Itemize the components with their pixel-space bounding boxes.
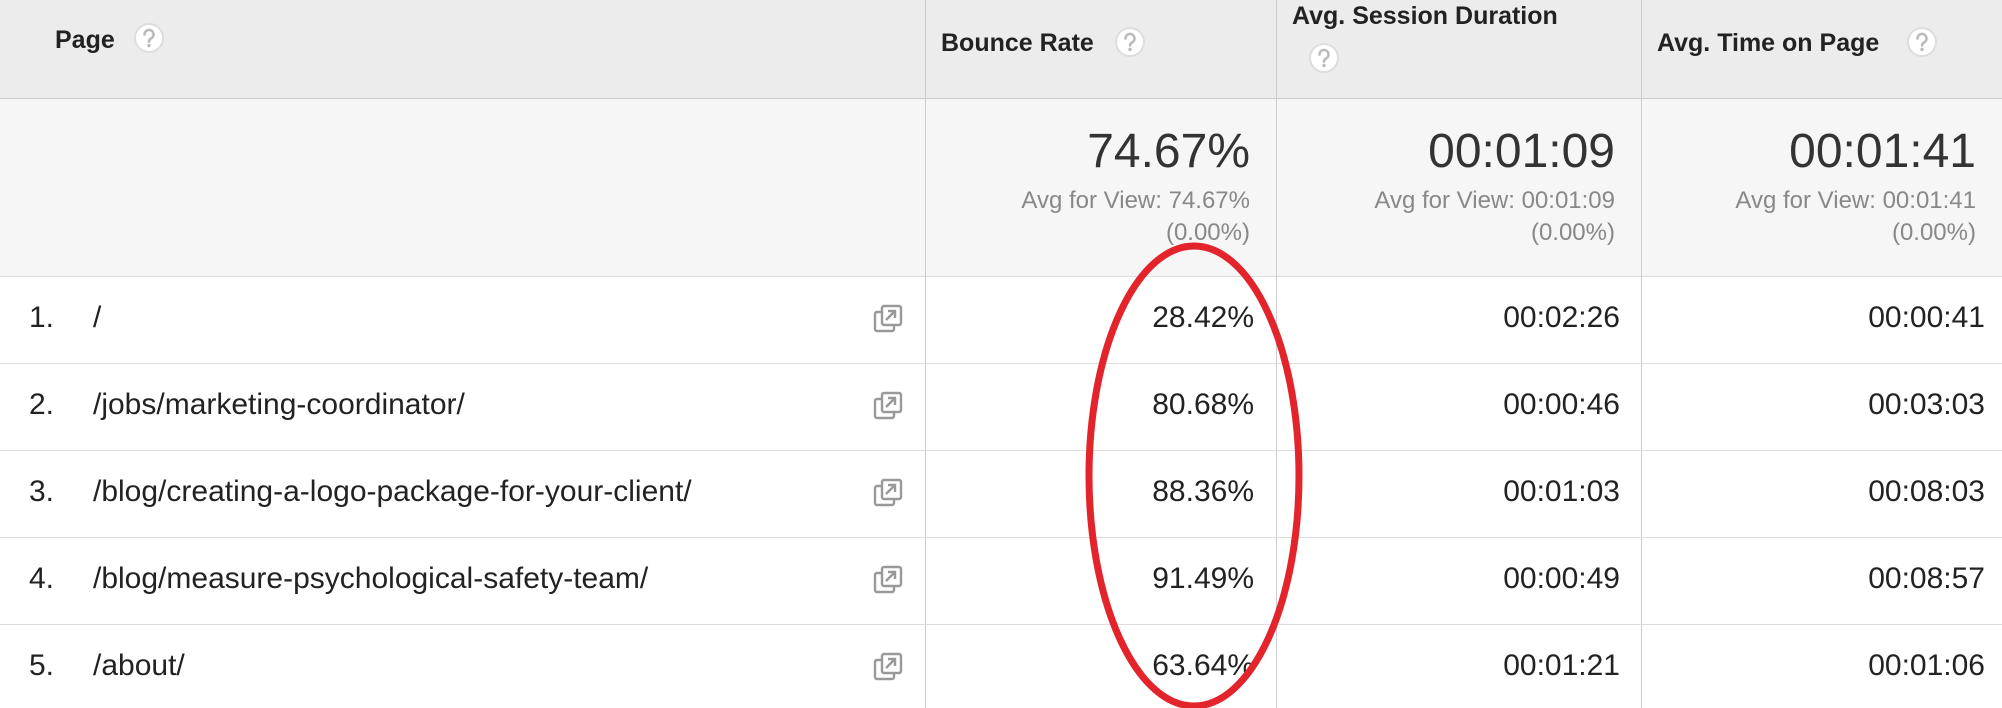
row-page: / <box>93 301 102 334</box>
summary-value: 00:01:09 <box>1428 125 1615 178</box>
row-session-duration: 00:01:21 <box>1503 649 1620 682</box>
summary-value: 00:01:41 <box>1789 125 1976 178</box>
row-page: /blog/measure-psychological-safety-team/ <box>93 562 649 595</box>
header-row <box>0 0 2002 99</box>
summary-change: (0.00%) <box>1165 219 1250 246</box>
open-link-icon[interactable] <box>872 564 904 596</box>
header-page: Page <box>55 26 115 54</box>
summary-row <box>0 99 2002 277</box>
row-rank: 1. <box>29 301 55 334</box>
row-page: /about/ <box>93 649 185 682</box>
help-icon[interactable] <box>1114 26 1146 58</box>
column-divider <box>1276 0 1277 708</box>
help-icon[interactable] <box>1308 42 1340 74</box>
row-rank: 5. <box>29 649 55 682</box>
summary-change: (0.00%) <box>1891 219 1976 246</box>
summary-change: (0.00%) <box>1530 219 1615 246</box>
open-link-icon[interactable] <box>872 390 904 422</box>
row-session-duration: 00:01:03 <box>1503 475 1620 508</box>
row-divider <box>0 363 2002 364</box>
summary-avg: Avg for View: 00:01:41 <box>1735 187 1976 214</box>
header-time-on-page: Avg. Time on Page <box>1657 29 1880 57</box>
open-link-icon[interactable] <box>872 651 904 683</box>
row-divider <box>0 624 2002 625</box>
row-time-on-page: 00:00:41 <box>1868 301 1985 334</box>
row-page: /blog/creating-a-logo-package-for-your-c… <box>93 475 692 508</box>
row-session-duration: 00:00:49 <box>1503 562 1620 595</box>
summary-avg: Avg for View: 74.67% <box>1021 187 1250 214</box>
summary-avg: Avg for View: 00:01:09 <box>1374 187 1615 214</box>
header-bounce-rate: Bounce Rate <box>941 29 1094 57</box>
row-rank: 4. <box>29 562 55 595</box>
row-bounce-rate: 63.64% <box>1152 649 1254 682</box>
row-rank: 2. <box>29 388 55 421</box>
row-time-on-page: 00:08:03 <box>1868 475 1985 508</box>
open-link-icon[interactable] <box>872 477 904 509</box>
help-icon[interactable] <box>1906 26 1938 58</box>
highlight-ellipse <box>1085 242 1303 708</box>
row-session-duration: 00:02:26 <box>1503 301 1620 334</box>
row-session-duration: 00:00:46 <box>1503 388 1620 421</box>
row-page: /jobs/marketing-coordinator/ <box>93 388 465 421</box>
row-divider <box>0 450 2002 451</box>
row-bounce-rate: 28.42% <box>1152 301 1254 334</box>
row-bounce-rate: 80.68% <box>1152 388 1254 421</box>
column-divider <box>925 0 926 708</box>
row-rank: 3. <box>29 475 55 508</box>
column-divider <box>1641 0 1642 708</box>
row-bounce-rate: 91.49% <box>1152 562 1254 595</box>
row-time-on-page: 00:01:06 <box>1868 649 1985 682</box>
summary-value: 74.67% <box>1087 125 1250 178</box>
row-divider <box>0 537 2002 538</box>
row-time-on-page: 00:08:57 <box>1868 562 1985 595</box>
open-link-icon[interactable] <box>872 303 904 335</box>
row-time-on-page: 00:03:03 <box>1868 388 1985 421</box>
row-bounce-rate: 88.36% <box>1152 475 1254 508</box>
help-icon[interactable] <box>133 22 165 54</box>
header-session-duration: Avg. Session Duration <box>1292 2 1558 30</box>
